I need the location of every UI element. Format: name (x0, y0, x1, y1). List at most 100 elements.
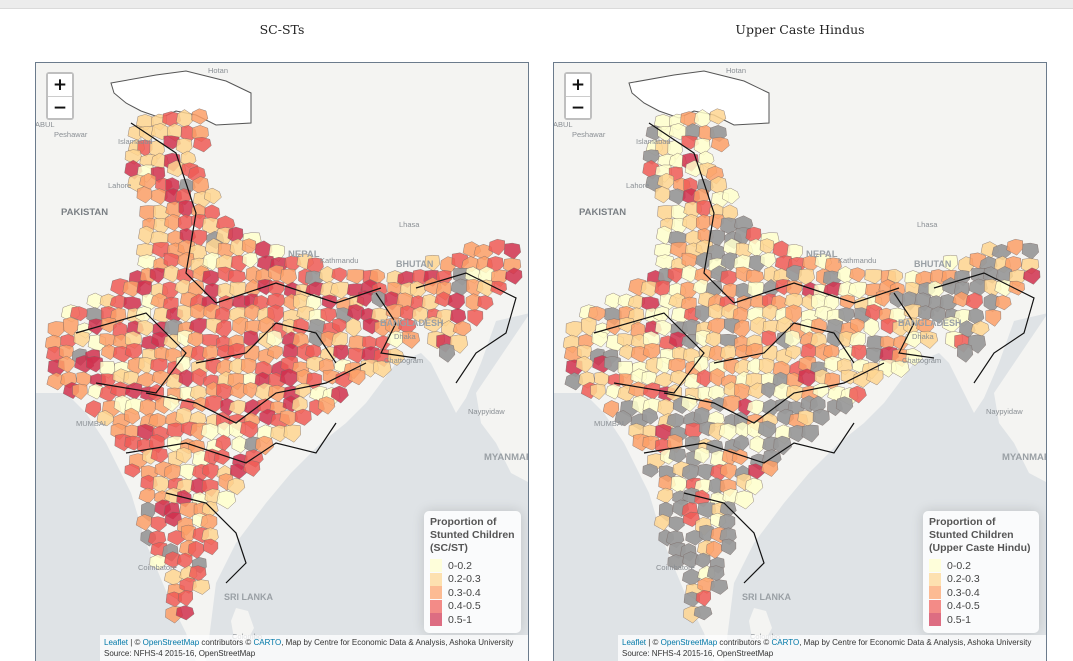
district-region[interactable] (161, 281, 179, 301)
district-region[interactable] (124, 343, 143, 361)
district-region[interactable] (710, 579, 729, 595)
district-region[interactable] (187, 540, 205, 559)
map-upper-caste[interactable]: Hotan KABUL Peshawar Islamabad Lahore PA… (553, 62, 1047, 661)
district-region[interactable] (201, 501, 219, 518)
district-region[interactable] (684, 373, 701, 391)
district-region[interactable] (575, 355, 593, 373)
district-region[interactable] (890, 360, 910, 378)
district-region[interactable] (372, 360, 392, 378)
district-region[interactable] (734, 490, 755, 510)
district-region[interactable] (590, 383, 606, 400)
district-region[interactable] (348, 369, 366, 386)
osm-link[interactable]: OpenStreetMap (660, 638, 718, 647)
district-region[interactable] (798, 268, 815, 287)
district-region[interactable] (135, 306, 152, 324)
district-region[interactable] (801, 424, 819, 443)
district-region[interactable] (719, 501, 737, 518)
district-region[interactable] (192, 136, 212, 153)
district-region[interactable] (682, 568, 701, 587)
district-region[interactable] (369, 268, 386, 284)
district-region[interactable] (970, 320, 990, 337)
district-region[interactable] (227, 477, 246, 496)
leaflet-link[interactable]: Leaflet (104, 638, 129, 647)
district-region[interactable] (968, 308, 985, 326)
district-region[interactable] (905, 348, 923, 366)
district-region[interactable] (722, 187, 740, 205)
district-region[interactable] (192, 579, 211, 595)
district-region[interactable] (835, 396, 854, 415)
district-region[interactable] (733, 319, 750, 339)
district-region[interactable] (642, 463, 659, 478)
district-region[interactable] (387, 348, 405, 366)
district-region[interactable] (306, 257, 324, 275)
district-region[interactable] (266, 345, 283, 360)
district-region[interactable] (916, 318, 935, 335)
district-region[interactable] (657, 398, 674, 418)
district-region[interactable] (641, 296, 660, 313)
district-region[interactable] (215, 319, 232, 339)
district-region[interactable] (204, 187, 222, 205)
district-region[interactable] (694, 552, 711, 570)
map-scst[interactable]: Hotan KABUL Peshawar Islamabad Lahore PA… (35, 62, 529, 661)
district-region[interactable] (191, 108, 209, 125)
district-region[interactable] (450, 308, 467, 326)
district-region[interactable] (177, 589, 194, 607)
district-region[interactable] (641, 407, 659, 425)
district-region[interactable] (693, 447, 710, 464)
district-region[interactable] (985, 309, 1002, 327)
district-region[interactable] (653, 306, 670, 324)
district-region[interactable] (695, 589, 712, 607)
district-region[interactable] (995, 295, 1012, 311)
district-region[interactable] (175, 447, 192, 464)
district-region[interactable] (784, 345, 801, 360)
district-region[interactable] (1021, 242, 1039, 260)
district-region[interactable] (745, 269, 765, 285)
district-region[interactable] (321, 294, 337, 310)
district-region[interactable] (679, 281, 697, 301)
district-region[interactable] (710, 176, 728, 196)
district-region[interactable] (991, 243, 1011, 261)
district-region[interactable] (216, 490, 237, 510)
district-region[interactable] (200, 513, 218, 531)
district-region[interactable] (176, 552, 193, 570)
district-region[interactable] (747, 463, 765, 480)
district-region[interactable] (331, 267, 347, 283)
district-region[interactable] (164, 568, 183, 587)
district-region[interactable] (887, 268, 904, 284)
district-region[interactable] (150, 516, 167, 532)
district-region[interactable] (709, 108, 727, 125)
district-region[interactable] (215, 434, 232, 452)
district-region[interactable] (927, 280, 944, 300)
carto-link[interactable]: CARTO (771, 638, 800, 647)
district-region[interactable] (733, 434, 750, 452)
district-region[interactable] (671, 204, 688, 222)
district-region[interactable] (693, 605, 713, 621)
district-region[interactable] (710, 136, 730, 153)
district-region[interactable] (503, 242, 521, 260)
district-region[interactable] (330, 385, 349, 404)
district-region[interactable] (175, 605, 195, 621)
leaflet-link[interactable]: Leaflet (622, 638, 647, 647)
district-region[interactable] (438, 343, 456, 363)
district-region[interactable] (150, 358, 168, 375)
district-region[interactable] (956, 343, 974, 363)
district-region[interactable] (473, 243, 493, 261)
district-region[interactable] (761, 460, 779, 477)
district-region[interactable] (402, 330, 420, 349)
district-region[interactable] (839, 294, 855, 310)
district-region[interactable] (642, 343, 661, 361)
district-region[interactable] (745, 477, 764, 496)
district-region[interactable] (317, 396, 336, 415)
district-region[interactable] (255, 435, 274, 456)
osm-link[interactable]: OpenStreetMap (142, 638, 200, 647)
district-region[interactable] (229, 463, 247, 480)
district-region[interactable] (452, 320, 472, 337)
district-region[interactable] (150, 447, 169, 464)
district-region[interactable] (192, 176, 210, 196)
district-region[interactable] (718, 513, 736, 531)
district-region[interactable] (188, 565, 207, 582)
district-region[interactable] (939, 293, 957, 313)
district-region[interactable] (477, 295, 494, 311)
district-region[interactable] (920, 330, 938, 349)
district-region[interactable] (421, 293, 439, 313)
